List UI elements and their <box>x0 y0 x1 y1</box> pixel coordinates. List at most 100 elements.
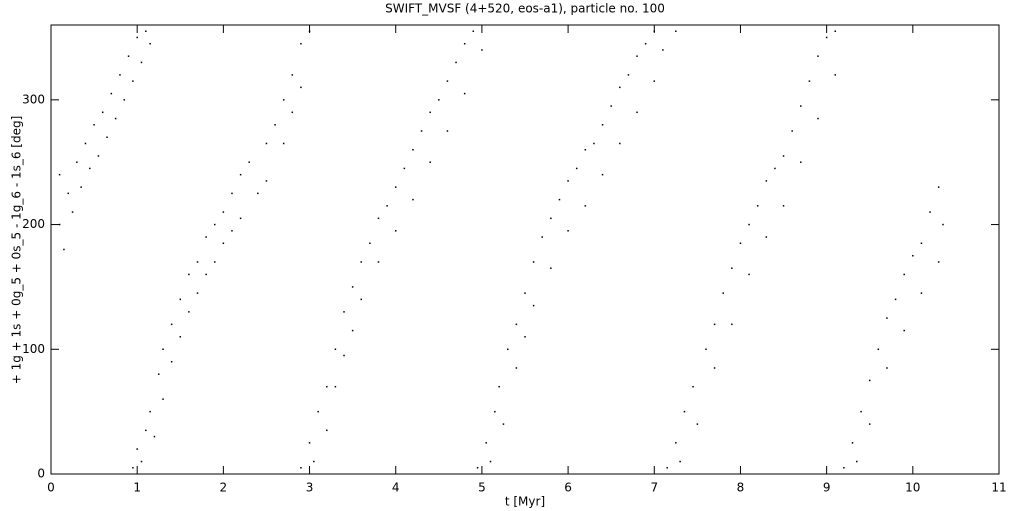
point <box>894 298 897 301</box>
point <box>532 304 535 307</box>
point <box>550 267 552 269</box>
y-tick-label: 0 <box>37 467 45 481</box>
x-tick-label: 10 <box>905 481 920 495</box>
point <box>179 298 182 301</box>
point <box>937 186 940 188</box>
point <box>132 80 134 82</box>
point <box>713 367 716 369</box>
point <box>170 361 173 363</box>
x-tick-label: 11 <box>991 481 1006 495</box>
point <box>920 242 923 245</box>
point <box>653 80 656 82</box>
point <box>731 323 733 326</box>
point <box>394 230 397 232</box>
point <box>231 192 233 195</box>
point <box>394 186 397 188</box>
point <box>705 348 707 351</box>
point <box>127 55 130 57</box>
point <box>351 329 354 332</box>
point <box>67 192 69 195</box>
point <box>123 99 126 101</box>
point <box>157 373 160 375</box>
point <box>274 124 276 126</box>
point <box>774 167 776 170</box>
point <box>782 205 785 207</box>
point <box>524 292 526 294</box>
point <box>666 467 668 469</box>
point <box>412 148 414 151</box>
x-tick-label: 9 <box>823 481 831 495</box>
point <box>860 410 862 413</box>
point <box>868 423 871 425</box>
x-axis-label: t [Myr] <box>505 495 545 509</box>
point <box>140 460 143 463</box>
point <box>84 142 87 145</box>
x-tick-label: 7 <box>650 481 658 495</box>
point <box>222 211 225 213</box>
point <box>937 261 940 263</box>
point <box>282 99 285 101</box>
point <box>438 99 440 101</box>
point <box>800 105 802 107</box>
point <box>446 80 449 82</box>
point <box>675 30 677 32</box>
point <box>912 254 914 257</box>
point <box>817 55 819 57</box>
point <box>653 30 656 32</box>
point <box>489 460 492 463</box>
point <box>248 161 250 163</box>
point <box>472 30 475 32</box>
point <box>308 442 311 444</box>
point <box>791 130 793 132</box>
point <box>119 74 121 76</box>
point <box>877 348 880 351</box>
point <box>351 286 354 288</box>
point <box>188 273 190 276</box>
point <box>748 223 750 226</box>
point <box>257 192 259 195</box>
point <box>213 223 216 226</box>
point <box>507 348 509 351</box>
point <box>515 367 518 369</box>
point <box>567 180 569 182</box>
point <box>494 410 496 413</box>
point <box>851 442 854 444</box>
point <box>593 142 595 145</box>
point <box>856 460 858 463</box>
point <box>662 49 664 51</box>
point <box>584 205 587 207</box>
point <box>71 211 74 213</box>
point <box>282 142 285 145</box>
point <box>132 467 134 469</box>
point <box>205 236 207 238</box>
point <box>481 49 483 51</box>
point <box>179 336 182 338</box>
point <box>515 323 518 326</box>
point <box>196 261 199 263</box>
point <box>76 161 78 163</box>
point <box>360 261 363 263</box>
point <box>619 142 621 145</box>
point <box>145 30 147 32</box>
point <box>377 217 380 220</box>
point <box>713 323 716 326</box>
point <box>476 467 479 469</box>
x-tick-label: 2 <box>220 481 228 495</box>
point <box>692 385 694 388</box>
point <box>446 130 449 132</box>
point <box>265 180 268 182</box>
point <box>97 155 100 157</box>
point <box>196 292 199 294</box>
point <box>584 148 587 151</box>
point <box>145 429 147 432</box>
point <box>343 354 345 357</box>
point <box>679 460 681 463</box>
point <box>683 410 686 413</box>
point <box>188 311 190 313</box>
point <box>313 460 315 463</box>
point <box>722 292 724 294</box>
point <box>403 167 406 170</box>
point <box>149 42 151 45</box>
point <box>541 236 543 238</box>
point <box>800 161 802 163</box>
